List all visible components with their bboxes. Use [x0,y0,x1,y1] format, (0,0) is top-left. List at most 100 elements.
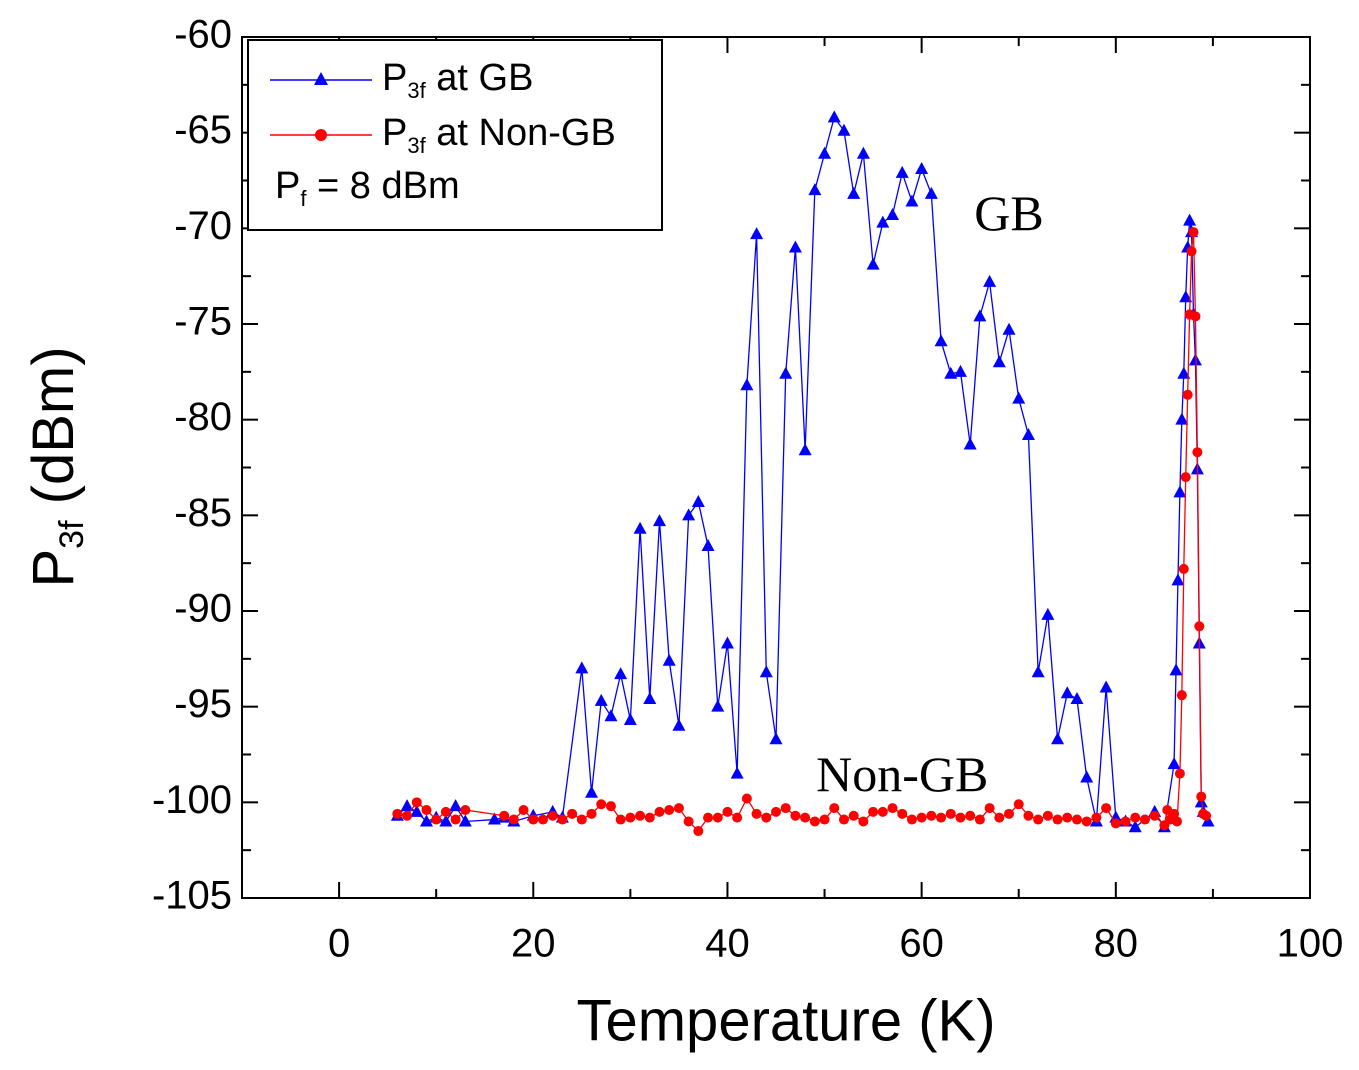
data-point [897,808,908,819]
data-point [594,693,608,706]
y-tick-label: -75 [174,300,232,344]
data-point [1110,818,1121,829]
data-point [499,810,510,821]
data-point [924,186,938,199]
data-point [596,799,607,810]
data-point [847,186,861,199]
data-point [1192,447,1203,458]
data-point [1070,692,1084,705]
data-point [759,665,773,678]
data-point [1023,810,1034,821]
data-point [963,437,977,450]
data-point [771,806,781,817]
data-point [790,810,801,821]
data-point [936,812,947,823]
y-tick-label: -65 [174,108,232,152]
data-point [1013,799,1024,810]
data-point [1130,812,1141,823]
data-point [547,810,558,821]
data-point [682,508,696,521]
data-point [1004,808,1015,819]
y-tick-label: -90 [174,587,232,631]
y-axis-label: P3f (dBm) [21,346,91,587]
data-point [1080,770,1094,783]
data-point [798,443,812,456]
annotation-sub: f [300,186,307,211]
data-point [683,816,694,827]
y-tick-label: -85 [174,491,232,535]
data-point [1120,816,1131,827]
data-point [402,810,413,821]
data-point [1002,322,1016,335]
data-point [1139,814,1150,825]
data-point [1174,768,1185,779]
y-tick-label: -95 [174,682,232,726]
data-point [400,799,414,812]
data-point [450,814,461,825]
data-point [703,812,714,823]
annotation-base: P [275,165,300,207]
data-point [886,207,900,220]
data-point [1194,621,1205,632]
data-point [983,274,997,287]
data-point [1060,686,1074,699]
data-point [440,806,451,817]
data-point [693,826,704,837]
x-axis-label: Temperature (K) [576,988,995,1053]
data-point [827,110,841,123]
data-point [1149,810,1160,821]
data-point [1167,757,1181,770]
data-point [460,804,471,815]
legend-label-sub: 3f [407,133,426,158]
data-point [615,814,626,825]
data-point [1201,810,1212,821]
data-point [458,814,472,827]
data-point [1021,427,1035,440]
data-point [1178,563,1189,574]
data-point [518,804,529,815]
data-point [1071,814,1082,825]
data-point [392,808,403,819]
data-point [633,521,647,534]
data-point [1031,665,1045,678]
data-point [895,165,909,178]
legend-label-base: P [382,57,407,99]
legend-label: P3f at GB [382,57,533,103]
annotation: Pf = 8 dBm [275,165,460,211]
legend-label: P3f at Non-GB [382,112,616,158]
data-point [419,814,433,827]
data-point [1033,814,1044,825]
data-point [819,814,830,825]
series-annotation: GB [974,185,1043,241]
data-point [984,803,995,814]
data-point [876,215,890,228]
y-tick-label: -105 [152,874,232,918]
data-point [1062,812,1073,823]
data-point [575,661,589,674]
data-point [537,814,548,825]
y-tick-label: -100 [152,778,232,822]
data-point [868,806,879,817]
legend-marker [315,129,327,141]
data-point [1091,812,1102,823]
series-line [397,232,1207,833]
data-point [916,812,927,823]
data-point [1041,607,1055,620]
data-point [508,814,519,825]
data-point [750,227,764,240]
data-point [751,808,762,819]
x-tick-label: 0 [328,922,350,966]
data-point [1051,732,1065,745]
data-point [741,793,752,804]
y-tick-label: -70 [174,204,232,248]
data-point [906,814,917,825]
data-point [712,812,723,823]
y-axis-label-sub: 3f [53,520,91,549]
data-point [955,812,966,823]
data-point [1171,573,1185,586]
data-point [800,812,811,823]
data-point [1196,791,1207,802]
data-point [994,812,1005,823]
x-tick-label: 80 [1094,922,1139,966]
data-point [672,718,686,731]
